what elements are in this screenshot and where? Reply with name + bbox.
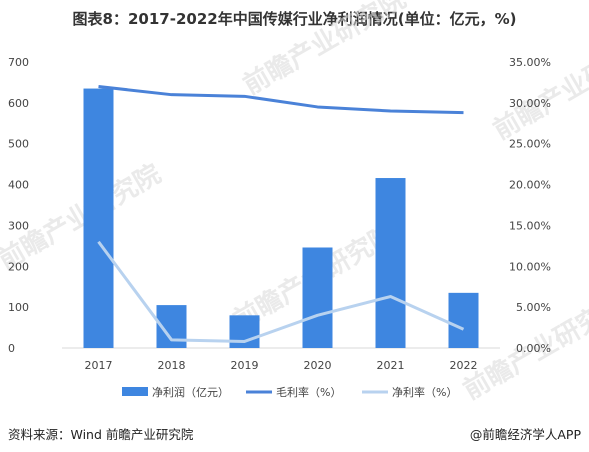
right-axis: 0.00% 5.00% 10.00% 15.00% 20.00% 25.00% 30.00%… — [509, 56, 551, 355]
legend-item-net-profit: 净利润（亿元） — [122, 385, 229, 399]
y-left-tick-label: 0 — [8, 342, 15, 355]
bar-2021 — [375, 178, 406, 348]
bar-2019 — [229, 315, 260, 348]
y-right-tick-label: 0.00% — [516, 342, 551, 355]
y-right-tick-label: 10.00% — [509, 260, 551, 273]
left-axis: 0 100 200 300 400 500 600 700 — [8, 56, 29, 355]
y-left-tick-label: 200 — [8, 260, 29, 273]
y-right-tick-label: 15.00% — [509, 219, 551, 232]
watermark-text: 前瞻产业研究院 — [488, 28, 589, 146]
bar-2022 — [448, 292, 479, 348]
net-margin-line — [97, 240, 465, 343]
x-tick-label: 2022 — [450, 359, 478, 372]
brand-credit: @前瞻经济学人APP — [469, 427, 581, 442]
legend-label: 毛利率（%） — [276, 385, 341, 399]
y-left-tick-label: 100 — [8, 301, 29, 314]
y-left-tick-label: 300 — [8, 219, 29, 232]
y-right-tick-label: 5.00% — [516, 301, 551, 314]
y-right-tick-label: 20.00% — [509, 179, 551, 192]
page-title: 图表8：2017-2022年中国传媒行业净利润情况(单位：亿元，%) — [72, 10, 517, 28]
legend-label: 净利润（亿元） — [152, 385, 229, 399]
y-left-tick-label: 500 — [8, 138, 29, 151]
source-note: 资料来源：Wind 前瞻产业研究院 — [8, 427, 194, 442]
x-tick-label: 2018 — [158, 359, 186, 372]
gross-margin-line — [98, 85, 464, 115]
x-axis: 2017 2018 2019 2020 2021 2022 — [85, 359, 478, 372]
x-tick-label: 2021 — [377, 359, 405, 372]
legend-label: 净利率（%） — [392, 385, 457, 399]
line-series — [97, 85, 465, 343]
x-tick-label: 2017 — [85, 359, 113, 372]
watermark-text: 前瞻产业研究院 — [238, 0, 411, 101]
legend-item-gross-margin: 毛利率（%） — [246, 385, 341, 399]
y-left-tick-label: 400 — [8, 179, 29, 192]
legend-item-net-margin: 净利率（%） — [362, 385, 457, 399]
bar-2017 — [83, 88, 114, 349]
legend-swatch — [122, 387, 148, 396]
y-left-tick-label: 600 — [8, 97, 29, 110]
x-tick-label: 2019 — [231, 359, 259, 372]
bar-2020 — [302, 247, 333, 348]
y-right-tick-label: 35.00% — [509, 56, 551, 69]
watermark-text: 前瞻产业研究院 — [0, 158, 166, 276]
legend: 净利润（亿元） 毛利率（%） 净利率（%） — [122, 385, 457, 399]
y-right-tick-label: 25.00% — [509, 138, 551, 151]
y-left-tick-label: 700 — [8, 56, 29, 69]
y-right-tick-label: 30.00% — [509, 97, 551, 110]
x-tick-label: 2020 — [304, 359, 332, 372]
